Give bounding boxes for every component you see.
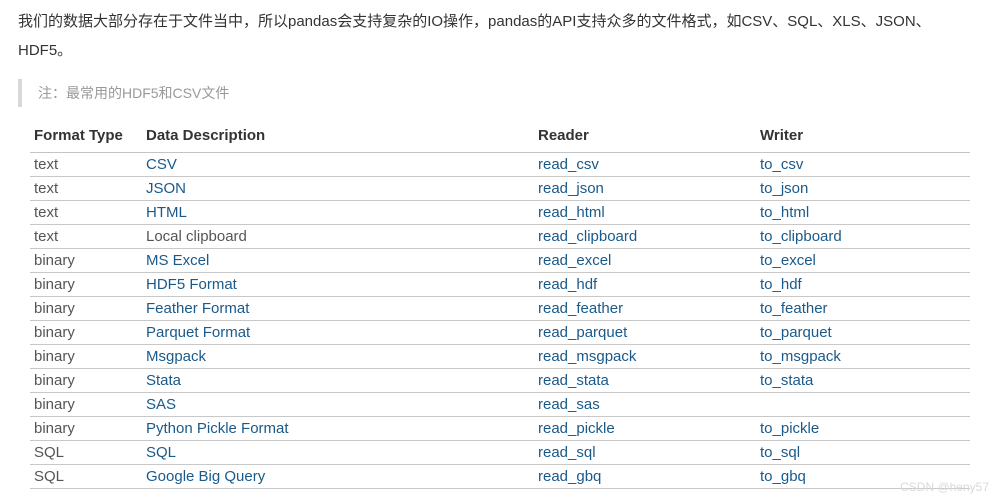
cell-writer[interactable]: to_clipboard [756,225,970,249]
cell-writer[interactable]: to_csv [756,153,970,177]
note-text: 注：最常用的HDF5和CSV文件 [38,85,229,101]
cell-format: binary [30,321,142,345]
cell-desc[interactable]: Feather Format [142,297,534,321]
table-row: binaryStataread_statato_stata [30,369,970,393]
cell-format: SQL [30,441,142,465]
cell-desc[interactable]: Python Pickle Format [142,417,534,441]
cell-writer[interactable]: to_pickle [756,417,970,441]
cell-writer[interactable]: to_json [756,177,970,201]
cell-reader[interactable]: read_sas [534,393,756,417]
cell-format: text [30,225,142,249]
cell-reader[interactable]: read_parquet [534,321,756,345]
cell-desc[interactable]: Msgpack [142,345,534,369]
cell-format: binary [30,345,142,369]
cell-format: text [30,153,142,177]
table-row: textLocal clipboardread_clipboardto_clip… [30,225,970,249]
cell-reader[interactable]: read_json [534,177,756,201]
table-row: binaryMsgpackread_msgpackto_msgpack [30,345,970,369]
cell-writer[interactable]: to_stata [756,369,970,393]
cell-writer[interactable]: to_html [756,201,970,225]
cell-reader[interactable]: read_csv [534,153,756,177]
table-row: SQLGoogle Big Queryread_gbqto_gbq [30,465,970,489]
table-row: binaryPython Pickle Formatread_pickleto_… [30,417,970,441]
cell-format: text [30,177,142,201]
cell-reader[interactable]: read_stata [534,369,756,393]
cell-format: text [30,201,142,225]
cell-desc[interactable]: Parquet Format [142,321,534,345]
table-row: textCSVread_csvto_csv [30,153,970,177]
note-block: 注：最常用的HDF5和CSV文件 [18,79,981,107]
cell-writer[interactable]: to_hdf [756,273,970,297]
header-desc: Data Description [142,121,534,153]
cell-reader[interactable]: read_pickle [534,417,756,441]
cell-writer [756,393,970,417]
cell-reader[interactable]: read_msgpack [534,345,756,369]
header-writer: Writer [756,121,970,153]
cell-format: binary [30,297,142,321]
table-header-row: Format Type Data Description Reader Writ… [30,121,970,153]
cell-reader[interactable]: read_feather [534,297,756,321]
header-reader: Reader [534,121,756,153]
table-row: binaryMS Excelread_excelto_excel [30,249,970,273]
cell-desc[interactable]: Google Big Query [142,465,534,489]
cell-writer[interactable]: to_msgpack [756,345,970,369]
cell-format: binary [30,369,142,393]
cell-reader[interactable]: read_hdf [534,273,756,297]
cell-desc[interactable]: HTML [142,201,534,225]
io-formats-table: Format Type Data Description Reader Writ… [30,121,970,489]
cell-writer[interactable]: to_parquet [756,321,970,345]
table-row: SQLSQLread_sqlto_sql [30,441,970,465]
cell-desc[interactable]: JSON [142,177,534,201]
cell-writer[interactable]: to_sql [756,441,970,465]
cell-format: binary [30,417,142,441]
cell-reader[interactable]: read_clipboard [534,225,756,249]
table-row: textJSONread_jsonto_json [30,177,970,201]
cell-reader[interactable]: read_excel [534,249,756,273]
cell-reader[interactable]: read_html [534,201,756,225]
cell-format: binary [30,273,142,297]
cell-desc[interactable]: MS Excel [142,249,534,273]
cell-desc[interactable]: HDF5 Format [142,273,534,297]
cell-reader[interactable]: read_sql [534,441,756,465]
cell-reader[interactable]: read_gbq [534,465,756,489]
cell-format: SQL [30,465,142,489]
cell-writer[interactable]: to_gbq [756,465,970,489]
cell-desc[interactable]: SQL [142,441,534,465]
cell-writer[interactable]: to_feather [756,297,970,321]
intro-paragraph: 我们的数据大部分存在于文件当中，所以pandas会支持复杂的IO操作，panda… [18,8,981,65]
header-format: Format Type [30,121,142,153]
cell-desc: Local clipboard [142,225,534,249]
cell-desc[interactable]: CSV [142,153,534,177]
table-row: binaryHDF5 Formatread_hdfto_hdf [30,273,970,297]
table-row: binaryFeather Formatread_featherto_feath… [30,297,970,321]
table-row: binaryParquet Formatread_parquetto_parqu… [30,321,970,345]
table-row: binarySASread_sas [30,393,970,417]
cell-format: binary [30,393,142,417]
cell-desc[interactable]: Stata [142,369,534,393]
cell-desc[interactable]: SAS [142,393,534,417]
table-row: textHTMLread_htmlto_html [30,201,970,225]
cell-format: binary [30,249,142,273]
cell-writer[interactable]: to_excel [756,249,970,273]
